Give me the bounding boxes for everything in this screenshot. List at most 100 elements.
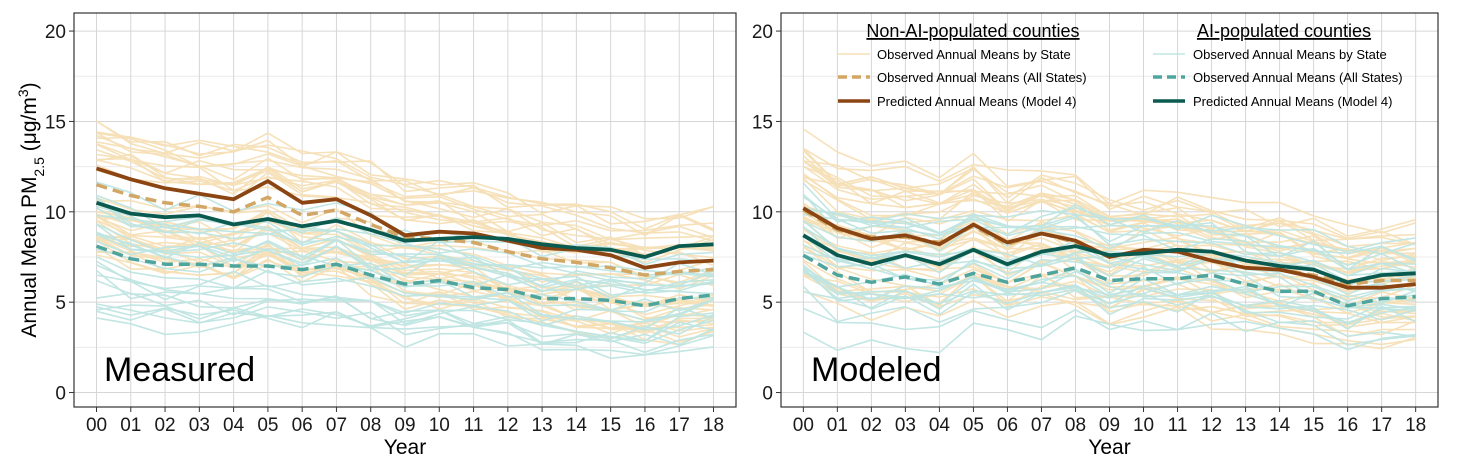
x-tick-label: 08 xyxy=(360,415,381,436)
state-line-non-ai xyxy=(96,136,714,237)
x-tick-label: 07 xyxy=(1031,415,1052,436)
state-line-ai xyxy=(96,279,714,346)
x-tick-label: 10 xyxy=(1133,415,1154,436)
state-line-non-ai xyxy=(803,160,1416,246)
state-line-non-ai xyxy=(802,147,1416,234)
y-tick-label: 20 xyxy=(45,22,66,43)
y-tick-label: 5 xyxy=(55,293,66,314)
y-axis-title-units-close: ) xyxy=(18,82,41,89)
x-tick-label: 00 xyxy=(86,415,107,436)
state-line-ai xyxy=(96,264,714,354)
state-line-ai xyxy=(96,194,714,266)
x-tick-label: 15 xyxy=(600,415,621,436)
state-line-ai xyxy=(96,196,714,294)
series-line-2 xyxy=(802,253,1416,308)
state-line-ai xyxy=(802,271,1416,326)
state-line-ai xyxy=(803,206,1416,255)
series-line-3 xyxy=(95,200,714,259)
legend-title-non-ai: Non-AI-populated counties xyxy=(866,21,1079,41)
x-tick-label: 16 xyxy=(634,415,655,436)
x-tick-label: 18 xyxy=(703,415,724,436)
x-tick-label: 09 xyxy=(1099,415,1120,436)
x-tick-label: 06 xyxy=(997,415,1018,436)
y-tick-label: 20 xyxy=(752,22,773,43)
y-tick-label: 0 xyxy=(55,384,66,405)
series-line-1 xyxy=(95,166,714,270)
state-line-ai xyxy=(802,226,1416,298)
state-line-ai xyxy=(802,285,1416,324)
legend-label-ai-state: Observed Annual Means by State xyxy=(1193,47,1387,62)
legend: Non-AI-populated counties AI-populated c… xyxy=(838,21,1403,109)
state-line-non-ai xyxy=(802,160,1417,265)
x-tick-label: 11 xyxy=(464,415,484,436)
state-line-ai xyxy=(802,270,1416,338)
state-line-non-ai xyxy=(802,215,1416,308)
x-tick-label: 00 xyxy=(793,415,814,436)
y-tick-label: 5 xyxy=(762,293,773,314)
state-line-ai xyxy=(96,214,714,295)
state-line-ai xyxy=(96,248,714,299)
x-tick-label: 12 xyxy=(497,415,518,436)
state-line-non-ai xyxy=(96,134,714,230)
y-axis-title-main: Annual Mean PM xyxy=(18,177,41,338)
x-tick-label: 03 xyxy=(895,415,916,436)
x-tick-label: 09 xyxy=(394,415,415,436)
series-line-2 xyxy=(95,244,714,308)
state-line-ai xyxy=(802,266,1416,308)
x-tick-label: 02 xyxy=(154,415,175,436)
y-axis-title-subscript: 2.5 xyxy=(31,157,47,177)
panel-label: Modeled xyxy=(811,351,941,389)
legend-title-ai: AI-populated counties xyxy=(1197,21,1371,41)
y-tick-label: 10 xyxy=(752,203,773,224)
state-line-ai xyxy=(802,193,1416,277)
legend-label-non-ai-state: Observed Annual Means by State xyxy=(877,47,1071,62)
x-axis-title: Year xyxy=(384,436,426,459)
x-tick-label: 01 xyxy=(827,415,848,436)
state-line-ai xyxy=(96,233,714,276)
x-tick-label: 17 xyxy=(1371,415,1392,436)
x-tick-label: 14 xyxy=(566,415,588,436)
x-tick-label: 16 xyxy=(1337,415,1358,436)
state-line-ai xyxy=(802,307,1416,351)
state-line-ai xyxy=(802,269,1417,330)
state-line-non-ai xyxy=(96,120,714,230)
legend-label-non-ai-predicted: Predicted Annual Means (Model 4) xyxy=(877,94,1076,109)
state-line-ai xyxy=(802,235,1416,283)
x-tick-label: 17 xyxy=(669,415,690,436)
x-tick-label: 10 xyxy=(429,415,450,436)
legend-label-non-ai-all-states: Observed Annual Means (All States) xyxy=(877,70,1087,85)
x-tick-label: 06 xyxy=(292,415,313,436)
y-axis-title: Annual Mean PM2.5 (μg/m3) xyxy=(15,82,47,337)
state-line-ai xyxy=(803,213,1417,263)
state-line-ai xyxy=(802,196,1416,253)
state-line-ai xyxy=(96,314,714,360)
state-line-non-ai xyxy=(802,128,1416,248)
state-line-ai xyxy=(96,207,714,285)
legend-label-ai-all-states: Observed Annual Means (All States) xyxy=(1193,70,1403,85)
x-tick-label: 11 xyxy=(1168,415,1188,436)
x-tick-label: 05 xyxy=(963,415,984,436)
x-tick-label: 04 xyxy=(223,415,245,436)
x-axis-title: Year xyxy=(1088,436,1130,459)
state-line-non-ai xyxy=(96,159,714,232)
state-line-ai xyxy=(802,194,1416,277)
x-tick-label: 13 xyxy=(1235,415,1256,436)
x-tick-label: 05 xyxy=(257,415,278,436)
y-axis-title-superscript: 3 xyxy=(15,89,31,97)
x-tick-label: 14 xyxy=(1269,415,1291,436)
x-tick-label: 07 xyxy=(326,415,347,436)
state-line-ai xyxy=(96,292,714,331)
x-tick-label: 04 xyxy=(929,415,951,436)
legend-label-ai-predicted: Predicted Annual Means (Model 4) xyxy=(1193,94,1392,109)
state-line-non-ai xyxy=(802,172,1416,255)
y-tick-label: 10 xyxy=(45,203,66,224)
state-line-non-ai xyxy=(96,120,714,220)
panel-label: Measured xyxy=(104,351,255,389)
y-axis-title-units: (μg/m xyxy=(18,97,41,157)
x-tick-label: 01 xyxy=(120,415,141,436)
state-line-non-ai xyxy=(96,131,714,239)
x-tick-label: 15 xyxy=(1303,415,1324,436)
y-tick-label: 15 xyxy=(45,112,66,133)
